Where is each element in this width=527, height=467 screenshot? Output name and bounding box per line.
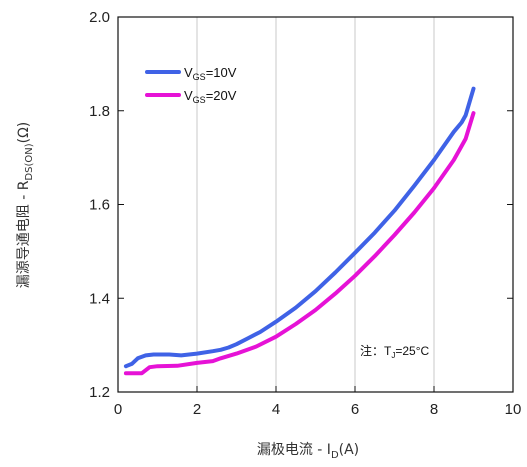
x-tick-label: 10 — [505, 401, 522, 418]
y-tick-label: 1.4 — [89, 290, 110, 307]
x-tick-label: 2 — [193, 401, 201, 418]
x-axis-label: 漏极电流 - ID(A) — [257, 442, 359, 461]
legend: VGS=10V VGS=20V — [145, 65, 237, 105]
x-tick-label: 8 — [430, 401, 438, 418]
grid-lines — [196, 17, 435, 392]
legend-label-vgs-20v: VGS=20V — [184, 88, 237, 105]
temperature-annotation: 注：TJ=25°C — [360, 343, 429, 360]
y-axis-label: 漏源导通电阻 - RDS(ON)(Ω) — [16, 122, 35, 289]
y-tick-label: 2.0 — [89, 9, 110, 26]
y-tick-label: 1.6 — [89, 197, 110, 214]
x-tick-label: 4 — [272, 401, 280, 418]
x-tick-label: 0 — [114, 401, 122, 418]
series-line-1 — [123, 111, 476, 376]
x-tick-label: 6 — [351, 401, 359, 418]
legend-label-vgs-10v: VGS=10V — [184, 65, 237, 82]
axis-ticks: 0 2 4 6 8 10 1.2 1.4 1.6 1.8 2.0 — [89, 9, 521, 418]
series-line-0 — [123, 86, 476, 369]
y-tick-label: 1.2 — [89, 384, 110, 401]
series-layer — [123, 86, 476, 376]
y-tick-label: 1.8 — [89, 103, 110, 120]
